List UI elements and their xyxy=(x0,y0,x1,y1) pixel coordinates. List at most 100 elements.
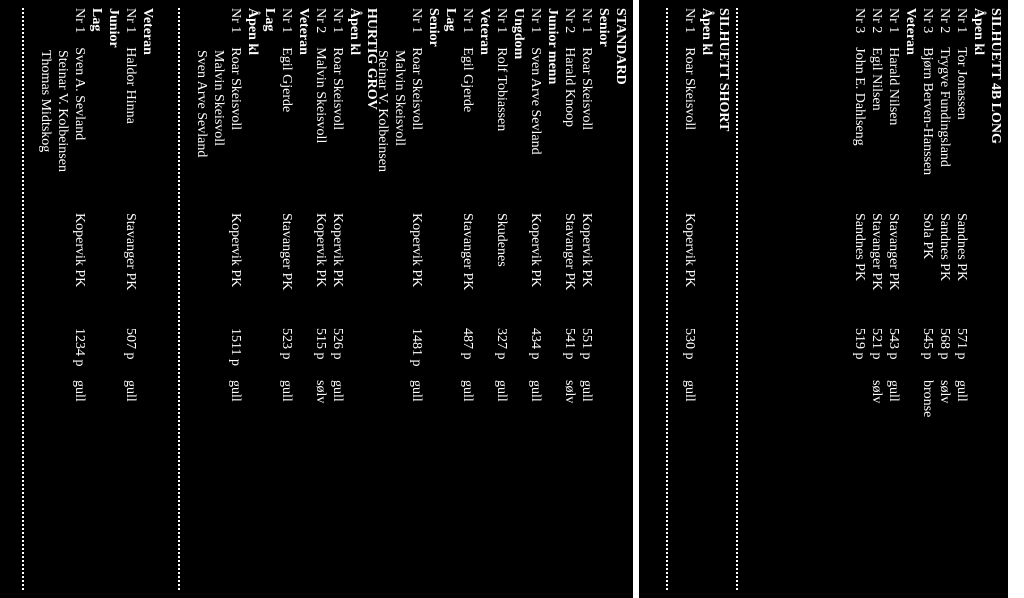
medal-cell: gull xyxy=(459,380,476,590)
club-cell: Stavanger PK xyxy=(561,213,578,328)
column-2: HURTIG GROVÅpen klNr 1 Roar SkeisvollKop… xyxy=(159,0,384,598)
name-cell: Lag xyxy=(261,8,278,213)
result-row: Nr 2 Harald KnoopStavanger PK541 psølv xyxy=(561,8,578,590)
points-cell xyxy=(425,328,442,380)
result-row: Nr 2 Trygve FundingslandSandnes PK568 ps… xyxy=(936,8,953,590)
name-cell: Nr 1 Egil Gjerde xyxy=(459,8,476,213)
club-cell: Stavanger PK xyxy=(868,213,885,328)
name-cell: Nr 1 Sven A. Sevland xyxy=(71,8,88,213)
points-cell: 523 p xyxy=(278,328,295,380)
club-cell: Stavanger PK xyxy=(122,213,139,328)
club-cell xyxy=(544,213,561,328)
club-cell xyxy=(987,213,1004,328)
medal-cell xyxy=(391,380,408,590)
club-cell xyxy=(193,213,210,328)
result-row: Nr 1 Sven A. SevlandKopervik PK1234 pgul… xyxy=(71,8,88,590)
club-cell: Sola PK xyxy=(919,213,936,328)
medal-cell xyxy=(970,380,987,590)
name-cell: Senior xyxy=(425,8,442,213)
name-cell: Nr 1 Egil Gjerde xyxy=(278,8,295,213)
medal-cell: sølv xyxy=(312,380,329,590)
result-row: Nr 1 Egil GjerdeStavanger PK523 pgull xyxy=(278,8,295,590)
medal-cell: gull xyxy=(122,380,139,590)
divider xyxy=(22,8,29,590)
result-row: Nr 1 Rolf TobiassenSkudenes327 pgull xyxy=(493,8,510,590)
result-row: Nr 1 Egil GjerdeStavanger PK487 pgull xyxy=(459,8,476,590)
points-cell xyxy=(902,328,919,380)
club-cell: Sandnes PK xyxy=(953,213,970,328)
medal-cell xyxy=(210,380,227,590)
points-cell: 526 p xyxy=(329,328,346,380)
section-heading: Veteran xyxy=(295,8,312,590)
section-heading: Veteran xyxy=(902,8,919,590)
club-cell xyxy=(391,213,408,328)
result-row: Malvin Skeisvoll xyxy=(210,8,227,590)
column-1: VeteranNr 1 Haldor HinnaStavanger PK507 … xyxy=(0,0,160,598)
section-heading: Senior xyxy=(595,8,612,590)
points-cell: 521 p xyxy=(868,328,885,380)
medal-cell xyxy=(425,380,442,590)
section-heading: STANDARD xyxy=(612,8,629,590)
club-cell: Kopervik PK xyxy=(578,213,595,328)
section-heading: Åpen kl xyxy=(698,8,715,590)
medal-cell xyxy=(612,380,629,590)
points-cell: 1234 p xyxy=(71,328,88,380)
club-cell xyxy=(476,213,493,328)
club-cell xyxy=(210,213,227,328)
club-cell xyxy=(295,213,312,328)
club-cell xyxy=(37,213,54,328)
name-cell: Nr 1 Roar Skeisvoll xyxy=(578,8,595,213)
club-cell: Kopervik PK xyxy=(329,213,346,328)
medal-cell xyxy=(374,380,391,590)
result-row: Nr 1 Harald NilsenStavanger PK543 pgull xyxy=(885,8,902,590)
medal-cell: gull xyxy=(71,380,88,590)
club-cell xyxy=(88,213,105,328)
medal-cell: gull xyxy=(408,380,425,590)
result-row: Nr 3 Bjørn Berven-HanssenSola PK545 pbro… xyxy=(919,8,936,590)
club-cell: Stavanger PK xyxy=(278,213,295,328)
points-cell xyxy=(139,328,156,380)
club-cell: Kopervik PK xyxy=(408,213,425,328)
club-cell: Kopervik PK xyxy=(71,213,88,328)
club-cell xyxy=(698,213,715,328)
section-heading: Ungdom xyxy=(510,8,527,590)
name-cell: STANDARD xyxy=(612,8,629,213)
name-cell: Junior xyxy=(105,8,122,213)
name-cell: Nr 2 Trygve Fundingsland xyxy=(936,8,953,213)
club-cell: Kopervik PK xyxy=(312,213,329,328)
club-cell: Stavanger PK xyxy=(885,213,902,328)
club-cell: Stavanger PK xyxy=(459,213,476,328)
medal-cell xyxy=(595,380,612,590)
name-cell: Nr 2 Egil Nilsen xyxy=(868,8,885,213)
points-cell xyxy=(476,328,493,380)
medal-cell xyxy=(715,380,732,590)
column-5: SILHUETT 4B LONGÅpen klNr 1 Tor Jonassen… xyxy=(748,0,1008,598)
section-heading: Lag xyxy=(88,8,105,590)
result-row: Nr 1 Roar SkeisvollKopervik PK530 pgull xyxy=(681,8,698,590)
medal-cell xyxy=(54,380,71,590)
points-cell: 551 p xyxy=(578,328,595,380)
name-cell: Veteran xyxy=(902,8,919,213)
result-row: Nr 2 Malvin SkeisvollKopervik PK515 psøl… xyxy=(312,8,329,590)
section-heading: SILHUETT 4B LONG xyxy=(987,8,1004,590)
name-cell: Veteran xyxy=(476,8,493,213)
name-cell: Ungdom xyxy=(510,8,527,213)
divider xyxy=(178,8,185,590)
result-row: Thomas Midtskog xyxy=(37,8,54,590)
name-cell: Åpen kl xyxy=(970,8,987,213)
medal-cell: gull xyxy=(278,380,295,590)
name-cell: Steinar V. Kolbeinsen xyxy=(54,8,71,213)
medal-cell xyxy=(244,380,261,590)
name-cell: Veteran xyxy=(139,8,156,213)
section-heading: Junior menn xyxy=(544,8,561,590)
points-cell xyxy=(105,328,122,380)
medal-cell: sølv xyxy=(561,380,578,590)
name-cell: Nr 1 Tor Jonassen xyxy=(953,8,970,213)
medal-cell: gull xyxy=(329,380,346,590)
result-row: Steinar V. Kolbeinsen xyxy=(374,8,391,590)
medal-cell xyxy=(88,380,105,590)
medal-cell: bronse xyxy=(919,380,936,590)
name-cell: Nr 3 Bjørn Berven-Hanssen xyxy=(919,8,936,213)
club-cell xyxy=(442,213,459,328)
points-cell xyxy=(88,328,105,380)
